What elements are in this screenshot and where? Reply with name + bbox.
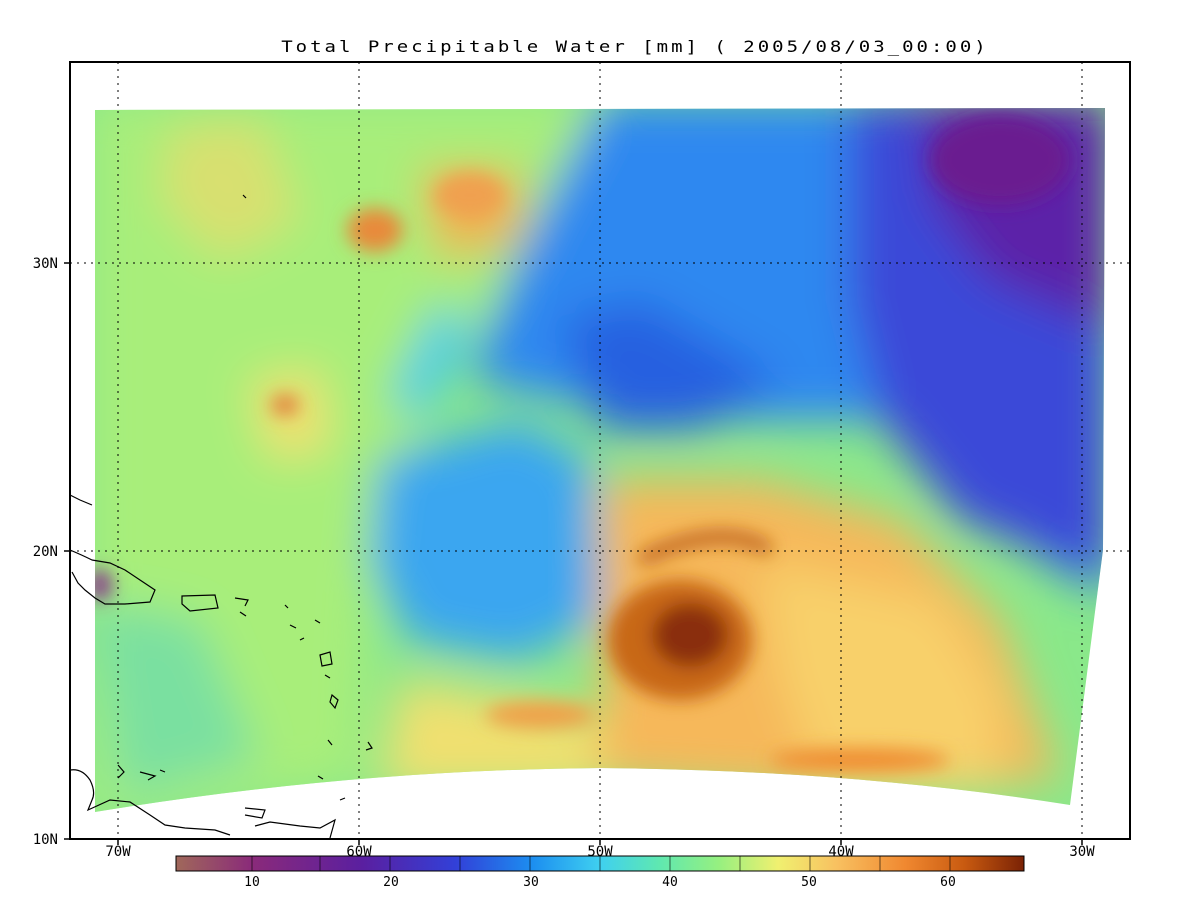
graticule <box>70 62 1130 839</box>
colorbar-label-20: 20 <box>383 875 399 890</box>
lon-label-30w: 30W <box>1069 844 1095 860</box>
colorbar-label-10: 10 <box>244 875 260 890</box>
map-title: Total Precipitable Water [mm] ( 2005/08/… <box>281 37 989 57</box>
lat-label-10n: 10N <box>33 832 58 848</box>
colorbar-dividers <box>251 856 951 871</box>
lat-label-20n: 20N <box>33 544 58 560</box>
lon-label-70w: 70W <box>105 844 131 860</box>
colorbar-label-30: 30 <box>523 875 539 890</box>
tpw-field <box>95 108 1105 812</box>
colorbar-label-40: 40 <box>662 875 678 890</box>
colorbar-label-50: 50 <box>801 875 817 890</box>
coastlines <box>70 194 373 839</box>
tick-marks <box>64 262 1083 845</box>
colorbar-label-60: 60 <box>940 875 956 890</box>
lat-label-30n: 30N <box>33 256 58 272</box>
